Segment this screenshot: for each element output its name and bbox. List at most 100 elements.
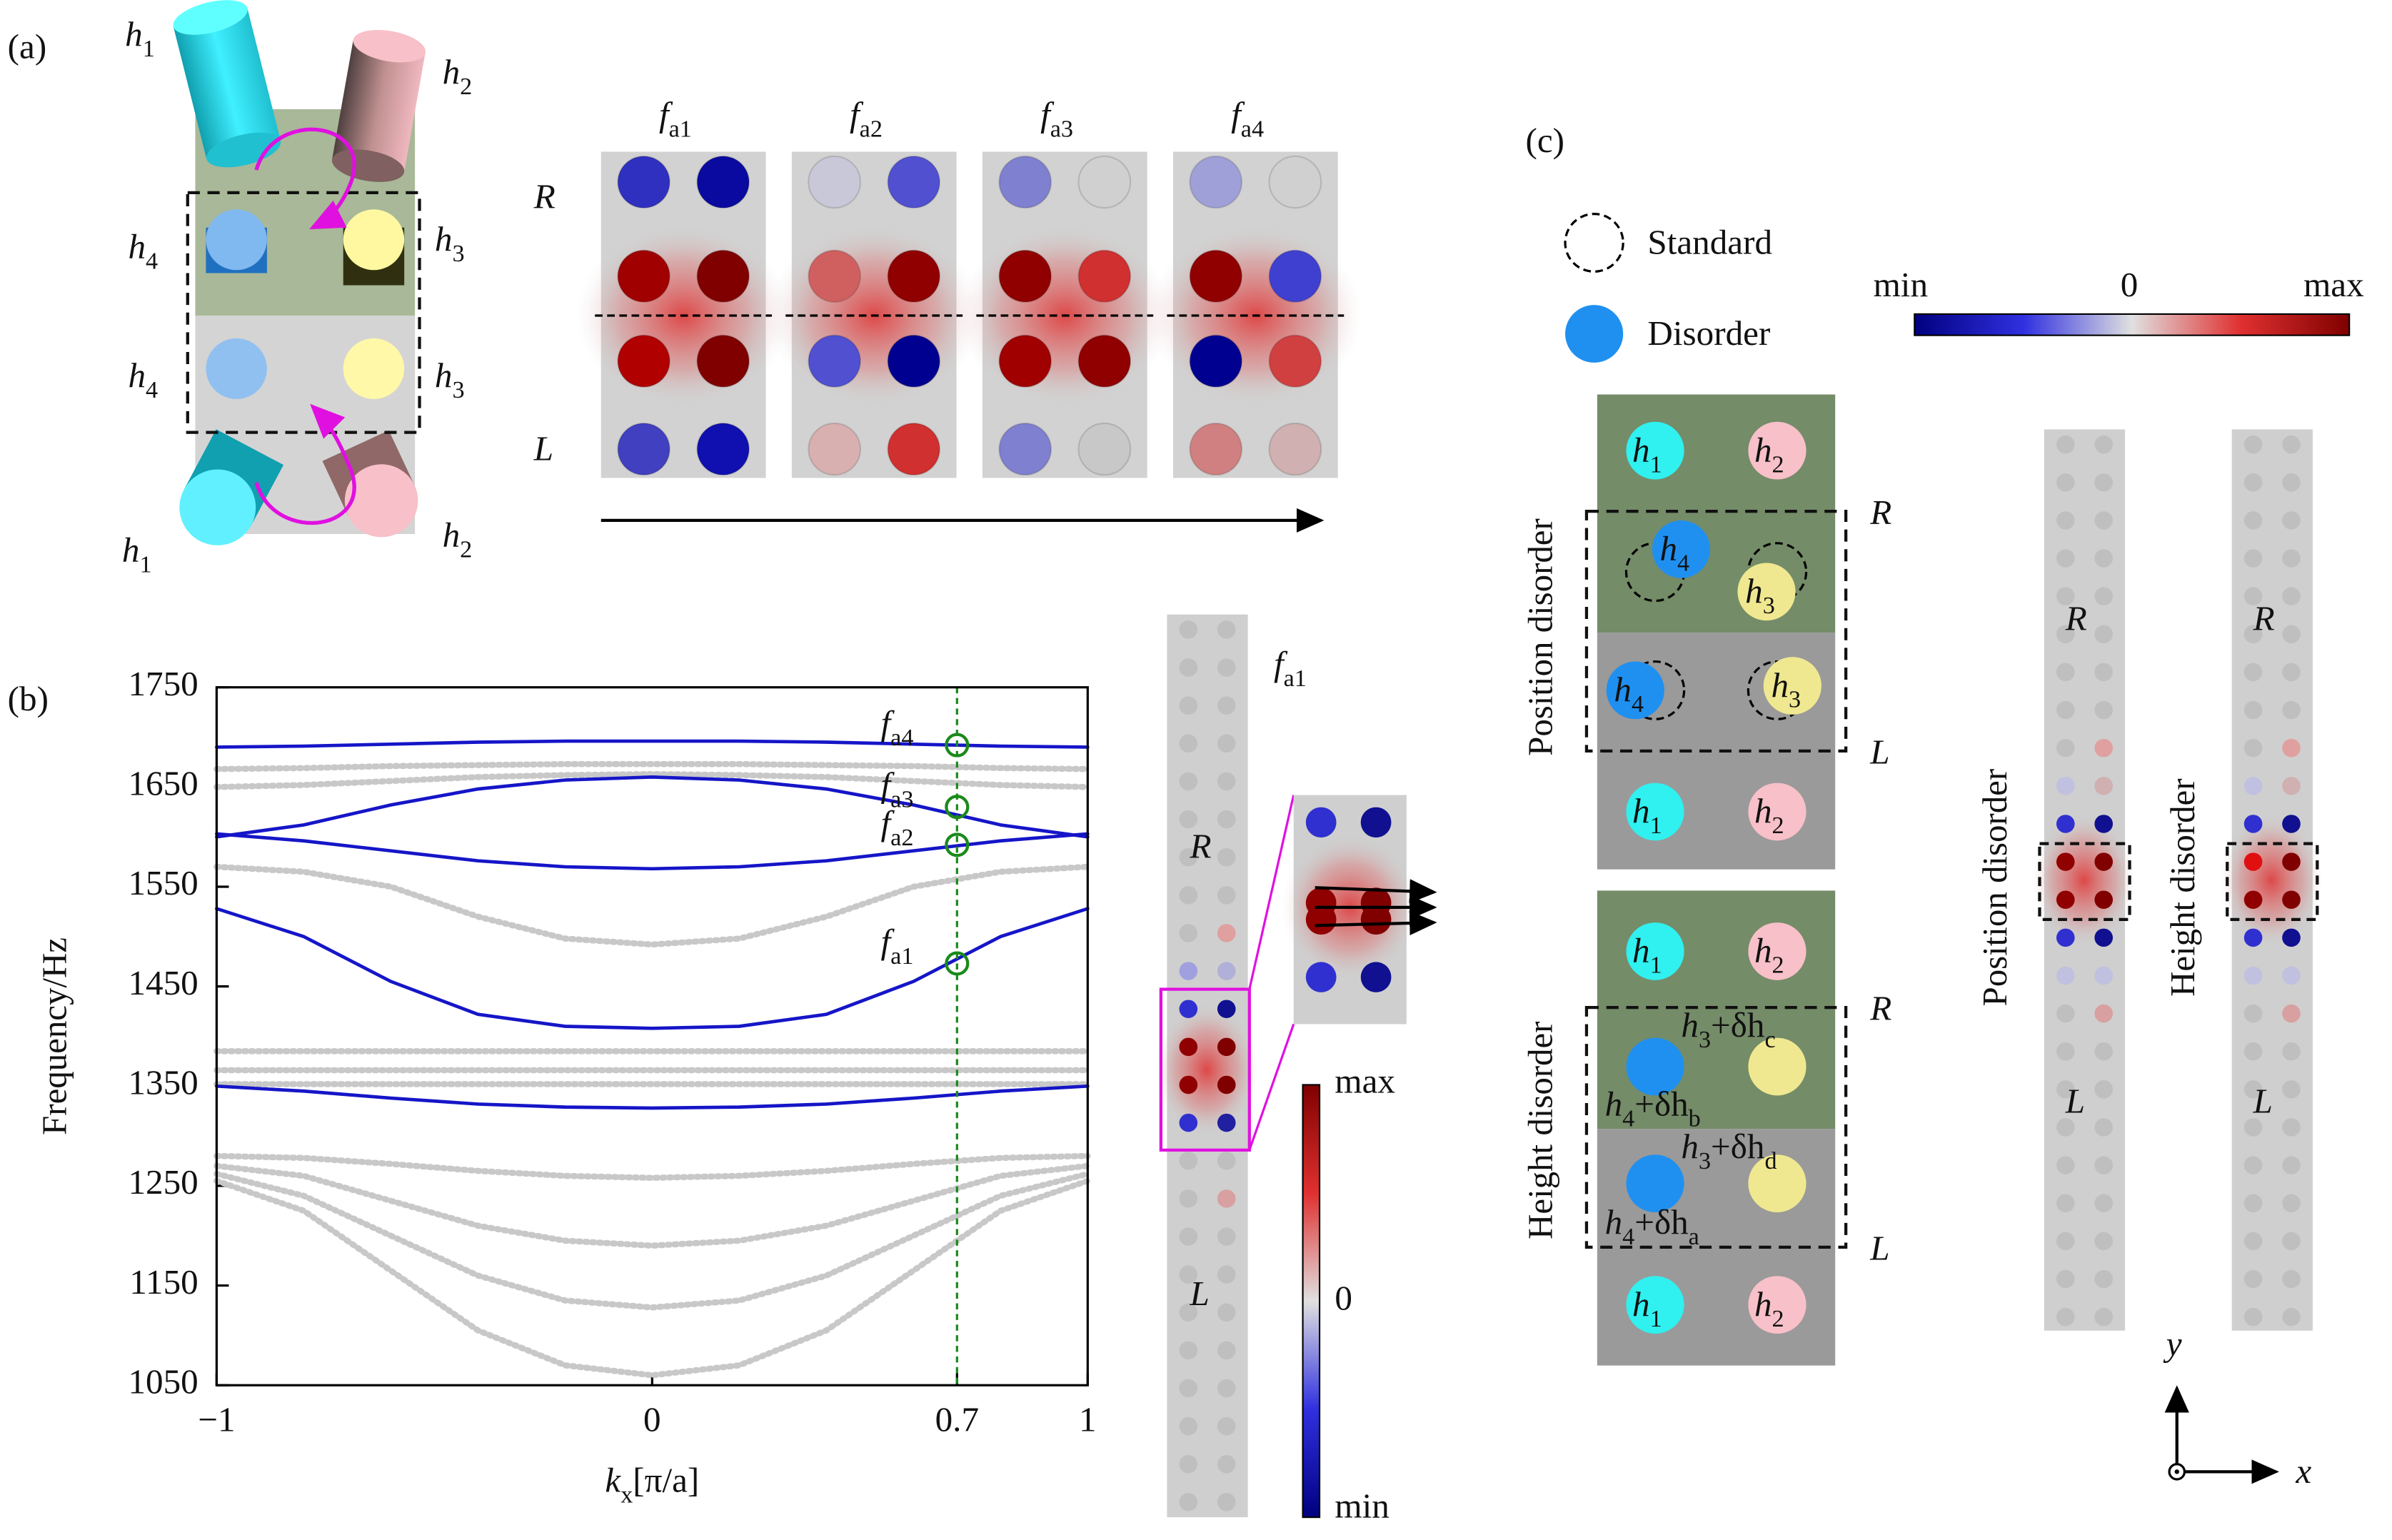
mode-marker — [945, 832, 970, 857]
pillar — [1217, 1189, 1236, 1208]
pillar — [2094, 663, 2114, 682]
text-segment: h — [122, 530, 140, 570]
pillar — [2282, 852, 2301, 871]
pillar — [1217, 1265, 1236, 1284]
mode-marker — [945, 951, 970, 976]
pillar — [2282, 777, 2301, 795]
height-label: h4 — [1614, 670, 1644, 718]
pillar — [2282, 1118, 2301, 1137]
pillar — [2056, 1080, 2075, 1099]
colorbar-label: 0 — [1335, 1279, 1352, 1318]
text-segment: 4 — [1632, 692, 1644, 718]
flux-arrow — [1315, 879, 1437, 904]
pillar — [2056, 738, 2075, 758]
r-label: R — [2065, 599, 2087, 638]
field-pillar — [617, 249, 670, 303]
pillar — [2094, 966, 2114, 985]
mode-label: fa3 — [1040, 95, 1073, 143]
colorbar-label: min — [1874, 265, 1928, 304]
height-label: h4+δhb — [1605, 1084, 1701, 1132]
field-pillar — [617, 155, 670, 209]
field-pillar — [887, 155, 941, 209]
text-segment: h — [1771, 665, 1789, 705]
text-segment: 2 — [1772, 1306, 1784, 1332]
text-segment: 2 — [1772, 452, 1784, 478]
pillar — [2243, 890, 2263, 909]
pillar — [1217, 962, 1236, 980]
field-glow — [2031, 813, 2136, 947]
text-segment: h — [1632, 431, 1650, 470]
height-label: h4 — [128, 227, 158, 275]
height-label: h2 — [1754, 931, 1784, 979]
text-segment: c — [1764, 1027, 1775, 1053]
pillar — [2094, 511, 2114, 530]
x-tick-label: 0 — [643, 1400, 661, 1439]
text-segment: h — [1605, 1202, 1623, 1242]
pillar — [2282, 1042, 2301, 1061]
pillar — [1179, 1227, 1198, 1246]
unit-cell-schematic — [173, 0, 1325, 545]
flux-arrow — [1315, 910, 1437, 935]
pillar — [1217, 1341, 1236, 1360]
pillar — [1179, 847, 1198, 867]
strip-title: Height disorder — [2163, 779, 2202, 997]
pillar — [2243, 1042, 2263, 1061]
pillar — [2094, 625, 2114, 644]
field-glow — [1155, 1002, 1259, 1137]
pillar — [1763, 657, 1821, 715]
field-pillar — [808, 155, 862, 209]
pillar — [2094, 587, 2114, 605]
text-segment: h — [1632, 792, 1650, 831]
field-pillar — [1189, 422, 1243, 476]
text-segment: h — [1681, 1005, 1699, 1045]
pillar — [2094, 549, 2114, 568]
text-segment: a — [1689, 1224, 1699, 1250]
text-segment: a1 — [669, 116, 692, 143]
band-curve — [213, 863, 1091, 948]
pillar — [2282, 1232, 2301, 1251]
pillar — [2243, 549, 2263, 568]
text-segment: b — [1689, 1106, 1701, 1132]
pillar — [1179, 962, 1198, 980]
pillar — [2243, 587, 2263, 605]
text-segment: a1 — [1284, 665, 1307, 692]
axis-name: x — [2295, 1451, 2311, 1491]
text-segment: 3 — [1699, 1027, 1711, 1053]
pillar — [1748, 782, 1806, 841]
pillar — [1305, 904, 1337, 935]
text-segment: 4 — [1622, 1224, 1634, 1250]
pillar — [2282, 625, 2301, 644]
pillar — [1217, 658, 1236, 677]
y-tick-label: 1050 — [128, 1362, 198, 1401]
pillar — [2243, 815, 2263, 833]
band-curve — [213, 1152, 1091, 1182]
pillar — [2243, 1269, 2263, 1289]
x-tick-label: 0.7 — [935, 1400, 979, 1439]
mode-label: fa2 — [850, 95, 883, 143]
text-segment: a4 — [1241, 116, 1264, 143]
text-segment: 4 — [146, 378, 158, 404]
text-segment: 4 — [146, 248, 158, 275]
text-segment: 3 — [1699, 1148, 1711, 1174]
pillar — [1217, 1113, 1236, 1132]
r-label: R — [533, 177, 556, 216]
band-curve — [213, 1177, 1091, 1379]
pillar — [2056, 625, 2075, 644]
section-title: Height disorder — [1520, 1022, 1559, 1239]
text-segment: h — [128, 356, 146, 396]
pillar — [2243, 966, 2263, 985]
text-segment: 2 — [460, 537, 472, 563]
pillar — [2282, 1156, 2301, 1174]
pillar — [1179, 1493, 1198, 1511]
pillar — [2056, 435, 2075, 454]
text-segment: h — [443, 53, 461, 92]
supercell-box — [1584, 1005, 1848, 1249]
pillar — [2094, 1307, 2114, 1327]
pillar — [2094, 1194, 2114, 1212]
field-pillar — [1268, 422, 1322, 476]
pillar — [1179, 1303, 1198, 1322]
y-tick-label: 1650 — [128, 764, 198, 803]
text-segment: h — [1754, 431, 1772, 470]
strip-title: Position disorder — [1975, 769, 2014, 1007]
y-tick-label: 1350 — [128, 1063, 198, 1102]
